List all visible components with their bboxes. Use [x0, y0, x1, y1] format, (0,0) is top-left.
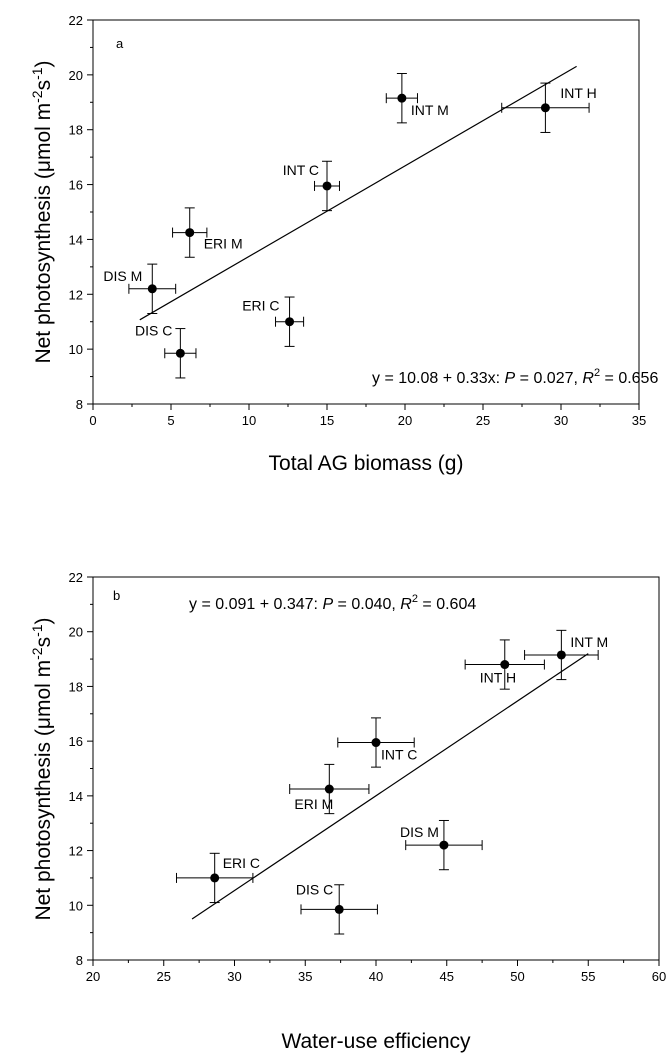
data-point: DIS C	[296, 881, 378, 935]
point-marker	[324, 784, 334, 794]
chart-a-fit-line	[139, 65, 577, 321]
point-marker	[210, 873, 220, 883]
point-marker	[540, 103, 550, 113]
chart-b-panel-label: b	[113, 588, 120, 603]
data-point: INT M	[385, 72, 449, 124]
data-point: DIS M	[400, 819, 483, 871]
x-tick-label: 20	[398, 413, 412, 428]
x-tick-label: 35	[632, 413, 646, 428]
y-tick-label: 18	[69, 679, 83, 694]
point-label: ERI C	[223, 855, 260, 871]
y-tick-label: 22	[69, 13, 83, 28]
data-point: INT C	[337, 717, 417, 768]
chart-a-y-ticks: 8 10 12 14 16 18 20 22	[69, 13, 93, 412]
x-tick-label: 5	[167, 413, 174, 428]
point-marker	[322, 181, 332, 191]
point-marker	[285, 317, 295, 327]
y-tick-label: 14	[69, 232, 83, 247]
y-tick-label: 20	[69, 625, 83, 640]
chart-a-x-axis-label: Total AG biomass (g)	[269, 452, 464, 475]
x-tick-label: 25	[157, 969, 171, 984]
point-label: INT H	[560, 85, 596, 101]
chart-a-equation: y = 10.08 + 0.33x: P = 0.027, R2 = 0.656	[372, 367, 658, 387]
x-tick-label: 30	[554, 413, 568, 428]
chart-a-y-axis-label: Net photosynthesis (μmol m-2s-1)	[29, 60, 55, 363]
y-tick-label: 20	[69, 68, 83, 83]
chart-b-x-ticks: 20 25 30 35 40 45 50 55 60	[86, 960, 666, 984]
point-label: INT H	[480, 670, 516, 686]
data-point: ERI M	[172, 207, 243, 258]
point-marker	[439, 840, 449, 850]
chart-b-fit-line	[191, 653, 589, 920]
point-label: DIS C	[296, 881, 333, 897]
point-label: INT C	[381, 747, 417, 763]
x-tick-label: 50	[510, 969, 524, 984]
chart-b-points: ERI C DIS C ERI M INT C DIS M INT H INT M	[175, 629, 608, 935]
chart-b: 20 25 30 35 40 45 50 55 60 8 10 12 14 16 18 20 22 ERI C…	[29, 570, 666, 1053]
point-marker	[334, 904, 344, 914]
y-tick-label: 12	[69, 287, 83, 302]
data-point: INT M	[524, 629, 608, 681]
data-point: INT H	[464, 639, 545, 690]
point-marker	[185, 228, 195, 238]
data-point: ERI M	[289, 763, 370, 815]
data-point: ERI C	[242, 296, 305, 347]
point-label: INT M	[411, 102, 449, 118]
chart-b-y-axis-label: Net photosynthesis (μmol m-2s-1)	[29, 617, 55, 920]
point-marker	[147, 284, 157, 294]
y-tick-label: 18	[69, 123, 83, 138]
chart-a-panel-label: a	[116, 36, 124, 51]
y-tick-label: 14	[69, 789, 83, 804]
point-label: DIS C	[135, 322, 172, 338]
x-tick-label: 15	[320, 413, 334, 428]
y-tick-label: 12	[69, 844, 83, 859]
y-tick-label: 8	[76, 953, 83, 968]
data-point: DIS M	[103, 263, 177, 314]
chart-b-y-ticks: 8 10 12 14 16 18 20 22	[69, 570, 93, 968]
y-tick-label: 16	[69, 178, 83, 193]
x-tick-label: 10	[242, 413, 256, 428]
point-marker	[371, 738, 381, 748]
x-tick-label: 30	[227, 969, 241, 984]
chart-b-x-axis-label: Water-use efficiency	[281, 1030, 471, 1053]
chart-a-points: DIS C DIS M ERI C ERI M INT C INT M INT H	[103, 72, 597, 379]
point-label: INT C	[283, 162, 319, 178]
y-tick-label: 22	[69, 570, 83, 585]
x-tick-label: 60	[652, 969, 666, 984]
point-marker	[175, 348, 185, 358]
data-point: INT C	[283, 160, 340, 212]
x-tick-label: 20	[86, 969, 100, 984]
point-marker	[397, 93, 407, 103]
y-tick-label: 10	[69, 342, 83, 357]
y-tick-label: 10	[69, 898, 83, 913]
x-tick-label: 40	[369, 969, 383, 984]
point-marker	[556, 650, 566, 660]
point-label: ERI C	[242, 298, 279, 314]
data-point: DIS C	[135, 322, 197, 379]
y-tick-label: 8	[76, 397, 83, 412]
chart-a-x-ticks: 0 5 10 15 20 25 30 35	[89, 404, 646, 428]
x-tick-label: 45	[440, 969, 454, 984]
point-label: DIS M	[400, 824, 439, 840]
x-tick-label: 35	[298, 969, 312, 984]
point-label: DIS M	[103, 268, 142, 284]
point-label: INT M	[570, 634, 608, 650]
x-tick-label: 0	[89, 413, 96, 428]
chart-b-equation: y = 0.091 + 0.347: P = 0.040, R2 = 0.604	[189, 593, 476, 613]
point-marker	[500, 660, 510, 670]
data-point: INT H	[501, 82, 597, 133]
x-tick-label: 25	[476, 413, 490, 428]
point-label: ERI M	[294, 796, 333, 812]
x-tick-label: 55	[581, 969, 595, 984]
y-tick-label: 16	[69, 734, 83, 749]
point-label: ERI M	[204, 236, 243, 252]
data-point: ERI C	[175, 852, 260, 904]
